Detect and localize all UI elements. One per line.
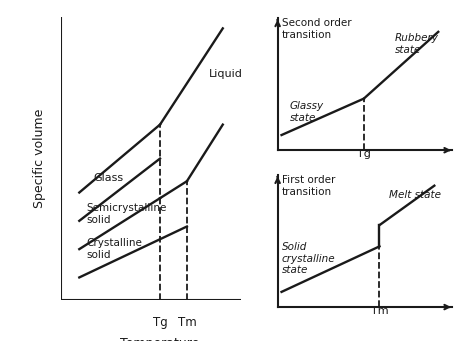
Text: Rubbery
state: Rubbery state [395,33,439,55]
Text: Tg: Tg [357,149,371,159]
Text: Second order
transition: Second order transition [281,18,351,40]
Text: Tg: Tg [152,316,168,329]
Text: Specific volume: Specific volume [34,109,46,208]
Text: Solid
crystalline
state: Solid crystalline state [281,242,335,275]
Text: First order
transition: First order transition [281,175,335,197]
Text: Glassy
state: Glassy state [289,102,323,123]
Text: Liquid: Liquid [209,69,242,79]
Text: Temperature: Temperature [120,337,200,341]
Text: Semicrystalline
solid: Semicrystalline solid [86,203,167,225]
Text: Glass: Glass [93,173,124,183]
Text: Tm: Tm [371,306,388,316]
Text: Melt state: Melt state [389,190,441,200]
Text: Tm: Tm [177,316,196,329]
Text: Crystalline
solid: Crystalline solid [86,238,143,260]
